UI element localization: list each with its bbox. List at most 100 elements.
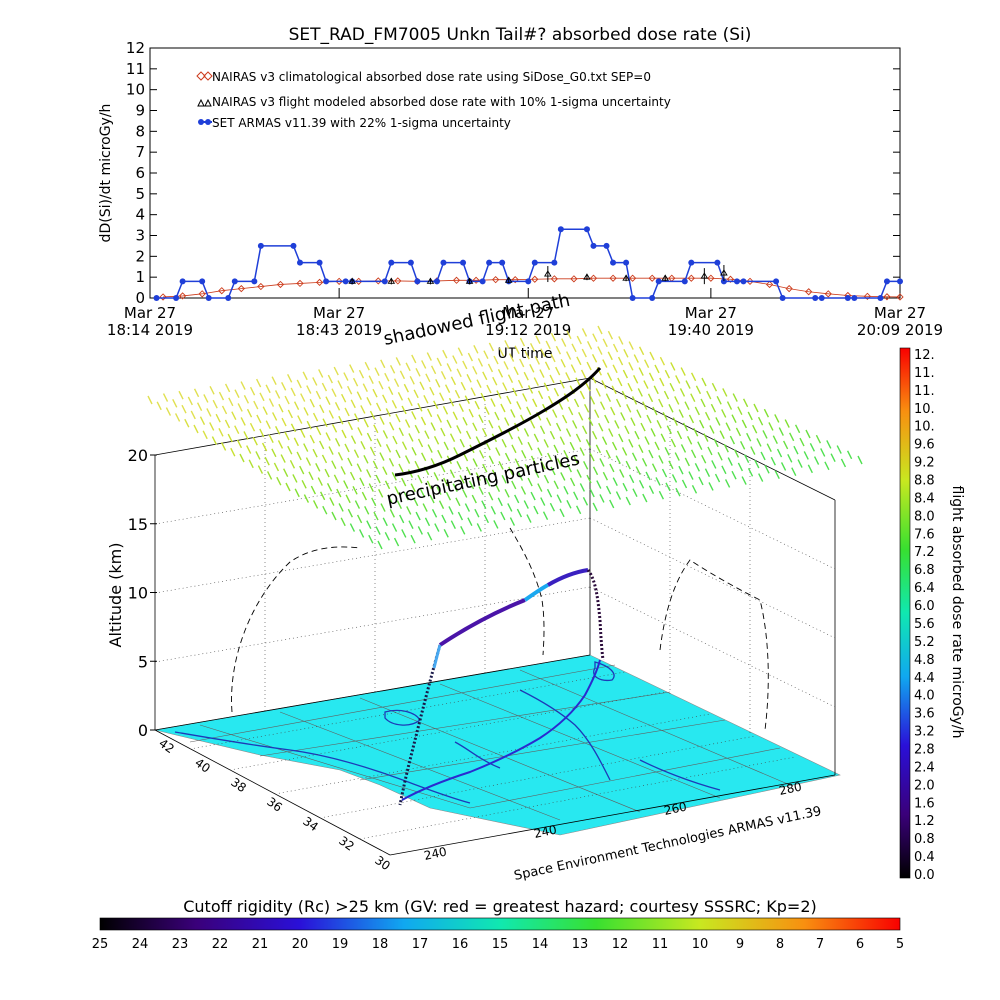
particle-mark [341,429,347,439]
particle-mark [293,401,300,411]
particle-mark [456,461,462,470]
particle-mark [448,397,455,407]
rigidity-bar-tick-label: 9 [736,937,744,952]
particle-mark [729,435,736,445]
particle-mark [427,408,433,418]
particle-mark [654,364,660,374]
dose-colorbar-tick-label: 0.8 [914,832,935,847]
top-y-tick-label: 9 [135,102,145,120]
particle-mark [470,387,476,396]
series-nairas-climatological-point [824,290,832,298]
particle-mark [643,380,649,389]
particle-mark [680,367,686,376]
particle-mark [513,366,519,376]
particle-mark [744,454,750,464]
particle-mark [504,417,510,426]
particle-mark [493,355,499,365]
rigidity-bar-title: Cutoff rigidity (Rc) >25 km (GV: red = g… [183,897,817,916]
series-set-armas-point [655,278,662,285]
particle-mark [464,395,470,404]
particle-mark [440,427,446,437]
particle-mark [609,463,615,473]
particle-mark [249,386,256,396]
particle-mark [607,330,614,340]
particle-mark [707,446,713,456]
particle-mark [614,420,620,429]
ground-flight-path [401,659,601,801]
particle-mark [595,388,601,397]
particle-mark [379,452,385,461]
particle-mark [368,534,374,544]
particle-mark [622,369,629,379]
particle-mark [350,399,356,409]
particle-mark [737,462,744,472]
particle-mark [162,393,169,402]
particle-mark [306,385,312,394]
particle-mark [514,494,520,504]
particle-mark [605,393,612,403]
particle-mark [627,382,633,392]
particle-mark [758,473,764,482]
dose-colorbar-tick-label: 4.8 [914,653,935,668]
particle-mark [674,396,680,405]
ground-map-grid [189,664,791,821]
particle-mark [511,444,517,454]
series-nairas-flight-point [348,277,356,284]
particle-mark [347,457,353,467]
particle-mark [460,381,466,391]
dose-colorbar-tick-label: 1.2 [914,814,935,829]
particle-mark [287,373,293,383]
particle-mark [611,385,617,395]
top-x-tick-label-date: Mar 27 [685,304,737,322]
particle-mark [708,482,714,491]
particle-mark [292,474,298,483]
particle-mark [684,401,690,410]
particle-mark [393,378,400,388]
particle-mark [378,488,384,498]
particle-mark [376,438,382,447]
particle-mark [701,454,707,464]
particle-mark [569,441,575,451]
series-nairas-flight-point [622,274,630,281]
particle-mark [452,355,458,364]
rigidity-bar-tick-label: 21 [252,937,269,952]
latitude-tick-label: 32 [336,833,357,853]
particle-mark [316,426,322,436]
series-set-armas-point [316,259,323,266]
particle-mark [648,449,654,459]
particle-mark [529,363,535,373]
series-set-armas-point [681,278,688,285]
particle-mark [576,356,582,366]
particle-mark [403,491,409,501]
particle-mark [389,421,395,431]
particle-mark [714,473,721,483]
series-nairas-climatological-point [452,276,461,284]
particle-mark [586,361,592,371]
series-set-armas-point [812,295,819,301]
particle-mark [379,416,385,425]
particle-mark [209,422,215,431]
particle-mark [621,447,628,456]
particle-mark [523,371,529,381]
top-y-tick-label: 10 [126,81,145,99]
particle-mark [427,531,433,541]
particle-mark [448,506,454,515]
series-nairas-climatological-point [315,278,324,287]
series-set-armas-line [156,228,900,299]
particle-mark [431,508,438,518]
rigidity-bar-tick-label: 19 [332,937,349,952]
particle-mark [218,391,225,401]
particle-mark [711,382,718,392]
particle-mark [602,471,609,481]
particle-mark [457,347,463,357]
particle-mark [482,371,488,381]
series-nairas-climatological-point [785,284,793,293]
particle-mark [483,350,489,359]
particle-mark [391,472,397,481]
dose-colorbar-tick-label: 0.0 [914,868,935,883]
particle-mark [366,396,372,406]
particle-mark [575,377,581,387]
rigidity-bar-tick-label: 18 [372,937,389,952]
series-set-armas-point [603,242,610,249]
particle-mark [494,483,501,493]
